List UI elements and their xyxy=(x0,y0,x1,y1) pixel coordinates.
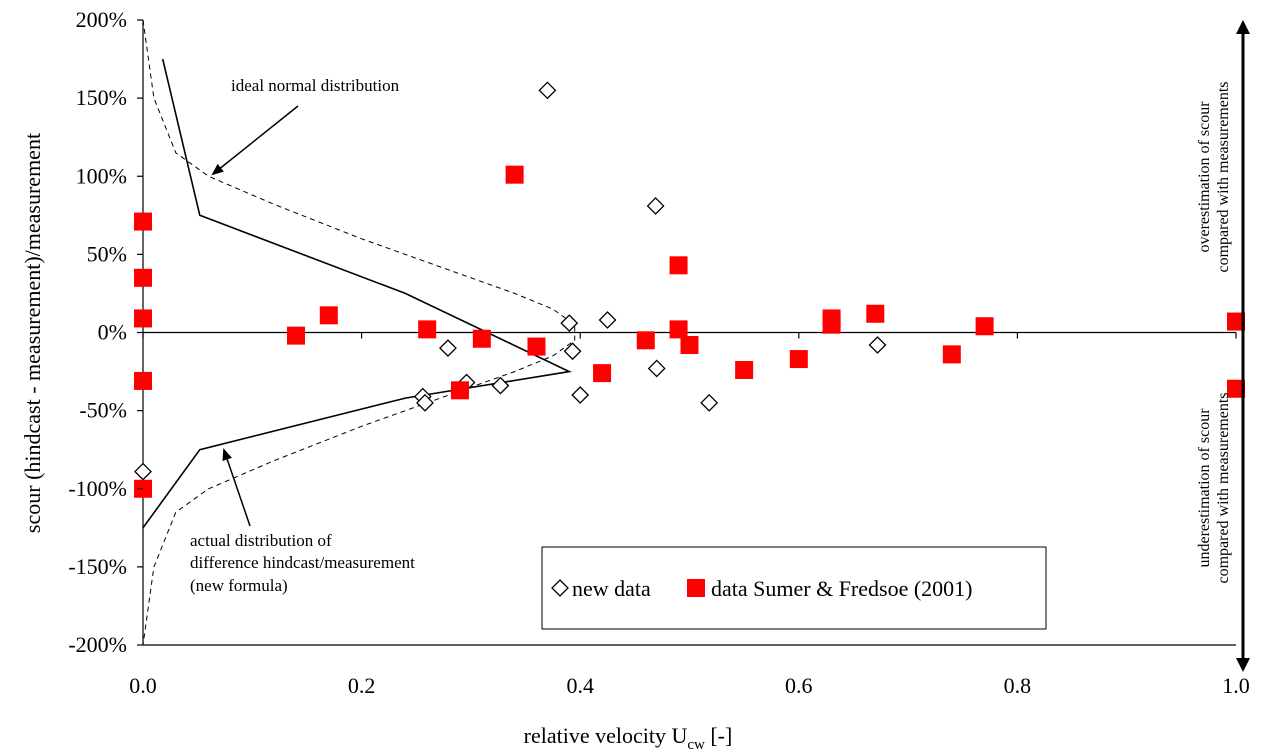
new-data-point xyxy=(700,393,719,412)
new-data-point xyxy=(134,462,152,481)
legend-label-sumer: data Sumer & Fredsoe (2001) xyxy=(711,576,973,601)
sumer-data-point xyxy=(866,304,885,323)
sumer-data-point xyxy=(975,317,994,336)
new-data-point xyxy=(563,342,582,361)
new-data-point xyxy=(868,336,887,354)
legend-box xyxy=(541,546,1047,630)
new-data-point xyxy=(646,197,665,215)
sumer-data-point xyxy=(669,256,688,275)
y-tick-label: -150% xyxy=(68,554,127,579)
legend-label-new-data: new data xyxy=(572,576,651,601)
sumer-data-point xyxy=(636,331,655,350)
new-data-point xyxy=(598,311,617,329)
y-tick-label: -50% xyxy=(79,398,127,423)
actual-distribution-curve xyxy=(142,58,572,529)
legend-marker-sumer xyxy=(687,579,705,597)
new-data-point xyxy=(560,314,579,333)
new-data-point xyxy=(538,81,557,100)
x-tick-label: 1.0 xyxy=(1222,673,1250,698)
annotation-ideal-arrow xyxy=(211,105,299,176)
annotation-actual-line2: difference hindcast/measurement xyxy=(190,553,415,572)
sumer-data-point xyxy=(527,337,546,356)
new-data-point xyxy=(491,376,510,395)
sumer-data-point xyxy=(134,212,152,231)
axis-ticks: 200% 150% 100% 50% 0% -50% -100% -150% -200%0.0 0… xyxy=(68,7,1249,698)
sumer-data-point xyxy=(669,320,688,339)
new-data-point xyxy=(416,393,434,412)
annotation-actual-arrow xyxy=(222,448,251,527)
annotation-actual-line1: actual distribution of xyxy=(190,531,332,550)
x-axis-title-main: relative velocity U xyxy=(524,723,688,748)
underestimation-label-line1: underestimation of scour xyxy=(1196,408,1213,568)
y-tick-label: 0% xyxy=(98,320,127,345)
annotation-actual-line3: (new formula) xyxy=(190,576,288,595)
new-data-point xyxy=(439,339,457,358)
annotation-ideal: ideal normal distribution xyxy=(231,76,400,95)
sumer-data-point xyxy=(822,315,841,334)
overestimation-label-line1: overestimation of scour xyxy=(1196,101,1213,253)
sumer-data-point xyxy=(593,364,612,383)
x-tick-label: 0.0 xyxy=(129,673,157,698)
new-data-point xyxy=(571,386,590,404)
x-tick-label: 0.6 xyxy=(785,673,813,698)
sumer-data-point xyxy=(134,371,152,390)
sumer-data-point xyxy=(418,320,437,339)
y-tick-label: 200% xyxy=(76,7,127,32)
y-tick-label: -200% xyxy=(68,632,127,657)
x-axis-title: relative velocity Ucw [-] xyxy=(524,723,733,753)
distribution-curves xyxy=(142,19,576,646)
x-tick-label: 0.8 xyxy=(1004,673,1032,698)
y-tick-label: 50% xyxy=(87,241,127,266)
sumer-data-point xyxy=(789,350,808,369)
sumer-data-point xyxy=(450,381,469,400)
sumer-data-point xyxy=(134,268,152,287)
x-axis-title-suffix: [-] xyxy=(705,723,732,748)
x-axis-title-sub: cw xyxy=(687,737,705,753)
sumer-data-point xyxy=(287,326,306,345)
sumer-data-point xyxy=(735,361,754,379)
y-tick-label: 150% xyxy=(76,85,127,110)
legend-marker-new-data xyxy=(551,579,569,597)
new-data-point xyxy=(647,359,666,378)
underestimation-label-line2: compared with measurements xyxy=(1215,392,1232,583)
data-points xyxy=(134,81,1245,498)
sumer-data-point xyxy=(134,309,152,328)
sumer-data-point xyxy=(319,306,338,325)
x-tick-label: 0.2 xyxy=(348,673,376,698)
ideal-distribution-curve xyxy=(142,19,576,646)
sumer-data-point xyxy=(942,345,961,364)
x-tick-label: 0.4 xyxy=(566,673,594,698)
sumer-data-point xyxy=(472,329,491,348)
sumer-data-point xyxy=(505,165,524,184)
y-tick-label: -100% xyxy=(68,476,127,501)
y-tick-label: 100% xyxy=(76,163,127,188)
y-axis-title: scour (hindcast - measurement)/measureme… xyxy=(20,133,45,533)
sumer-data-point xyxy=(680,336,699,354)
overestimation-label-line2: compared with measurements xyxy=(1215,81,1232,272)
legend: new data data Sumer & Fredsoe (2001) xyxy=(541,546,1047,630)
